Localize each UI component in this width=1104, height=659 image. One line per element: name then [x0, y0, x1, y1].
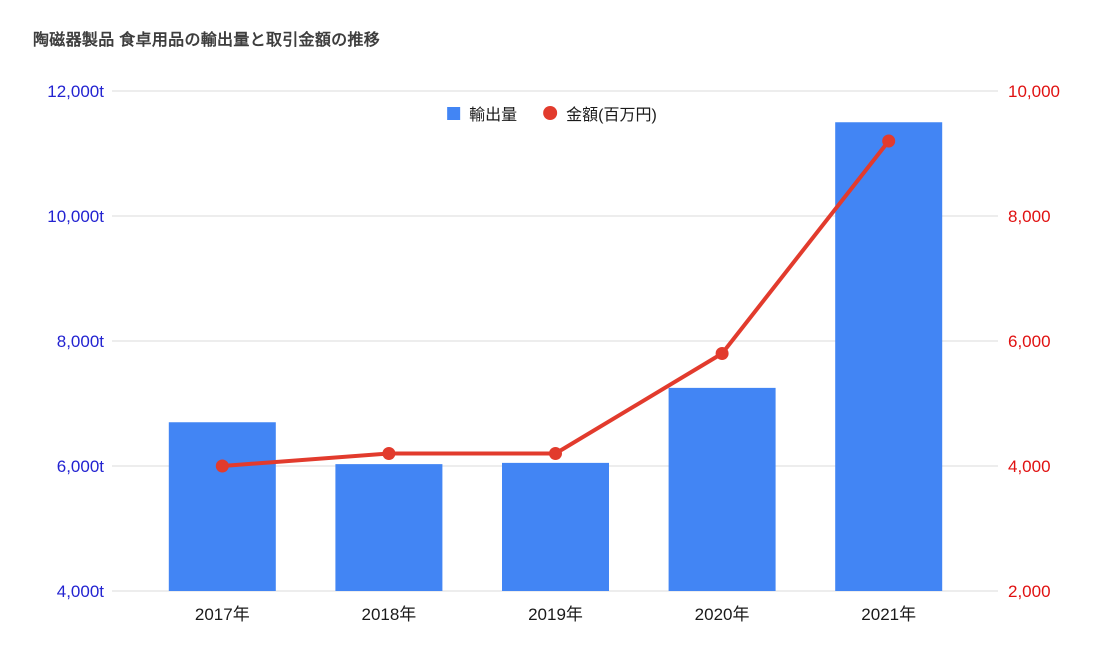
x-axis-label-2019: 2019年 [528, 605, 583, 624]
x-axis-label-2021: 2021年 [861, 605, 916, 624]
x-axis-label-2020: 2020年 [695, 605, 750, 624]
amount-point-2021 [882, 134, 896, 148]
bar-2019 [502, 462, 609, 591]
amount-point-2020 [715, 347, 729, 360]
amount-point-2017 [215, 459, 229, 473]
bar-2020 [668, 387, 776, 591]
right-axis-tick-label: 2,000 [1008, 582, 1051, 601]
bar-2017 [168, 422, 276, 591]
left-axis-tick-label: 10,000t [47, 207, 104, 226]
right-axis-tick-label: 4,000 [1008, 457, 1051, 476]
x-axis-label-2018: 2018年 [361, 605, 416, 624]
legend-label-amount: 金額(百万円) [566, 107, 657, 124]
right-axis-tick-label: 6,000 [1008, 332, 1051, 351]
right-axis-tick-label: 10,000 [1008, 82, 1060, 101]
legend-label-export-volume: 輸出量 [469, 107, 518, 124]
amount-point-2019 [549, 447, 562, 460]
legend-line-swatch-icon [543, 106, 558, 120]
chart-title: 陶磁器製品 食卓用品の輸出量と取引金額の推移 [33, 32, 381, 49]
amount-line [220, 139, 891, 468]
left-axis-tick-label: 4,000t [57, 582, 105, 601]
legend-bar-swatch-icon [447, 106, 461, 120]
legend: 輸出量 金額(百万円) [447, 101, 657, 125]
right-axis-tick-label: 8,000 [1008, 207, 1051, 226]
bar-2018 [335, 464, 443, 591]
left-axis-tick-label: 6,000t [57, 457, 105, 476]
left-axis-tick-label: 12,000t [47, 82, 104, 101]
amount-point-2018 [382, 447, 396, 460]
bar-2021 [835, 122, 943, 591]
left-axis-tick-label: 8,000t [57, 332, 105, 351]
x-axis-label-2017: 2017年 [195, 605, 250, 624]
